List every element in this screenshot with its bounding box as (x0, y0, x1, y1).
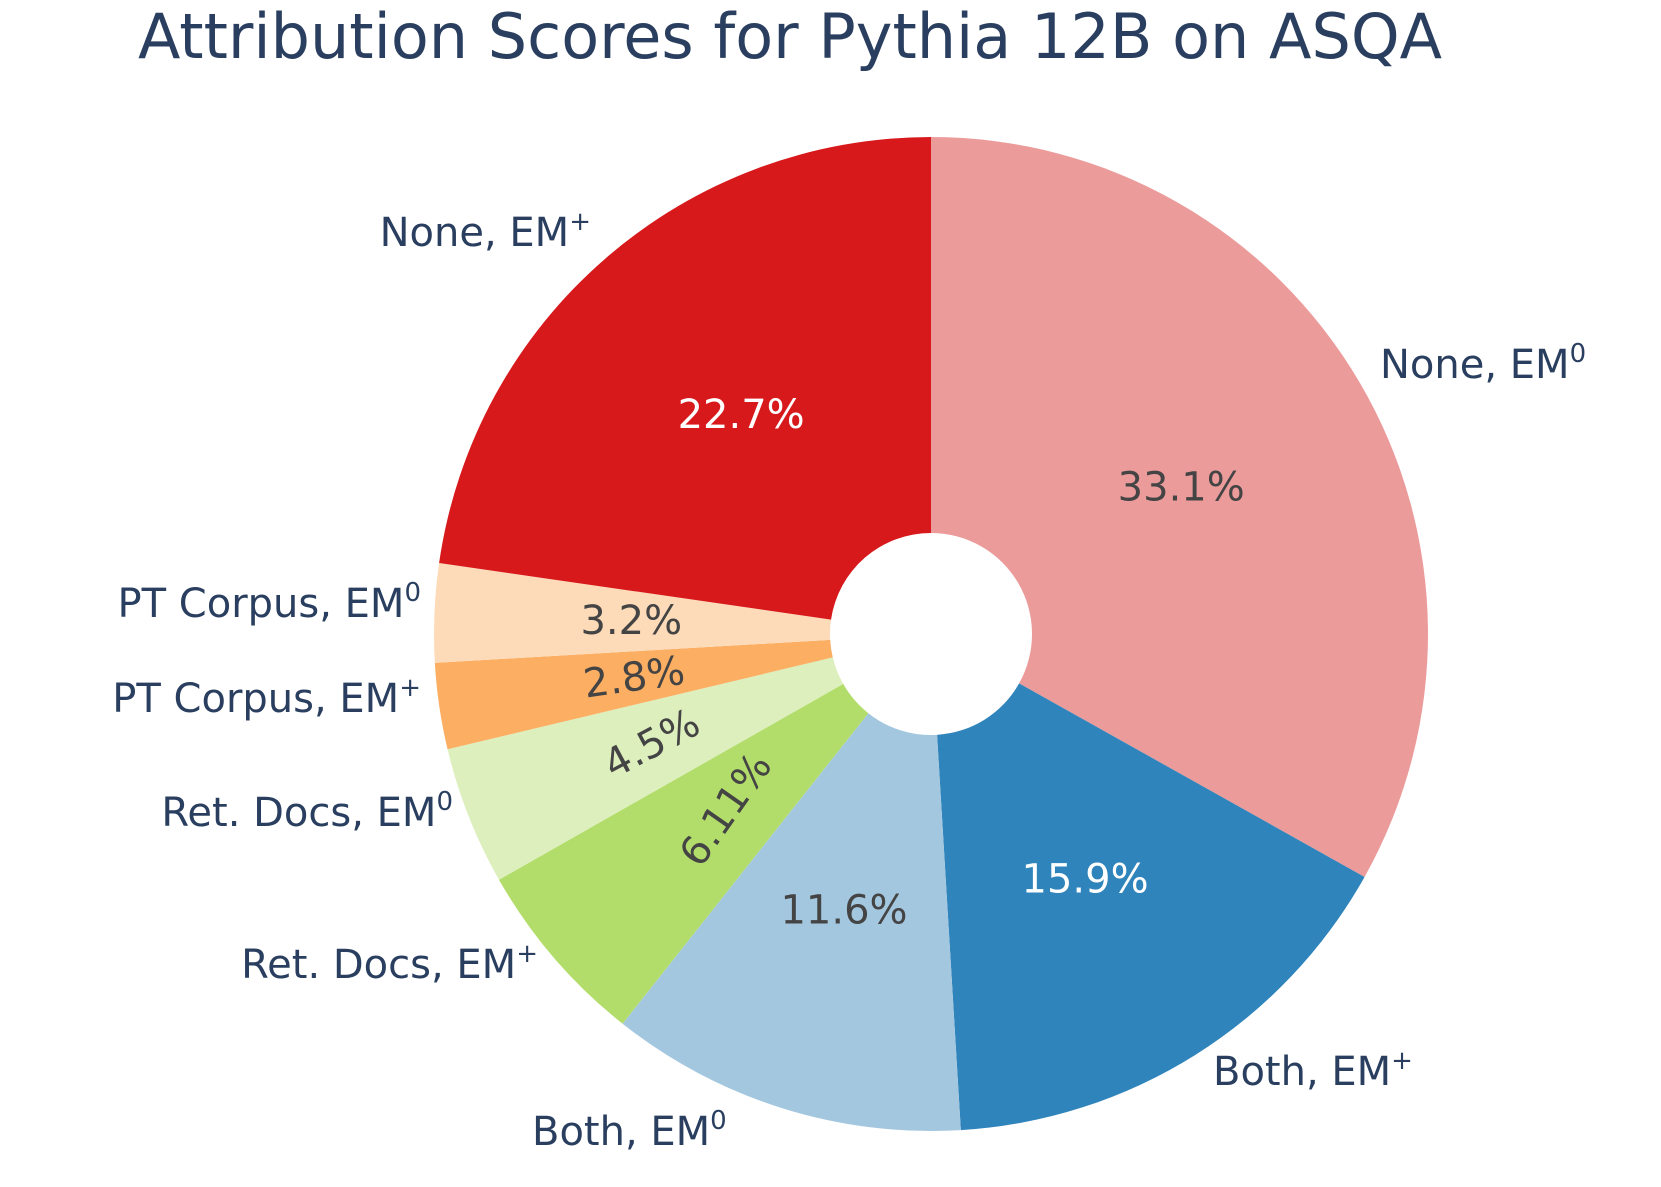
category-label-superscript: 0 (1570, 339, 1587, 369)
category-label: Both, EM+ (1213, 1046, 1413, 1095)
slice-both-em-plus (937, 683, 1365, 1131)
slice-ret-docs-em-zero (447, 657, 844, 880)
category-label-text: None, EM (1380, 342, 1570, 388)
category-label-text: None, EM (380, 210, 570, 256)
slice-none-em-plus (439, 137, 931, 620)
chart-title: Attribution Scores for Pythia 12B on ASQ… (138, 0, 1442, 73)
category-label: None, EM0 (1380, 339, 1586, 388)
pie-slices (434, 137, 1428, 1131)
category-label-superscript: + (399, 673, 421, 703)
category-label: Ret. Docs, EM0 (161, 787, 453, 836)
slice-pt-corpus-em-plus (434, 639, 833, 750)
percent-label: 3.2% (580, 598, 682, 644)
category-label: Both, EM0 (532, 1106, 727, 1155)
category-label-superscript: + (1391, 1046, 1413, 1076)
percent-label: 11.6% (780, 888, 907, 934)
category-label-superscript: + (569, 207, 591, 237)
category-label-text: Ret. Docs, EM (241, 942, 516, 988)
percent-label: 15.9% (1022, 857, 1149, 903)
category-label-superscript: 0 (710, 1106, 727, 1136)
slice-both-em-zero (622, 713, 961, 1131)
category-label-superscript: 0 (404, 578, 421, 608)
category-label-text: Both, EM (1213, 1049, 1391, 1095)
category-label: PT Corpus, EM0 (118, 578, 421, 627)
category-label-text: PT Corpus, EM (118, 581, 405, 627)
category-label-superscript: 0 (436, 787, 453, 817)
category-label: PT Corpus, EM+ (112, 673, 421, 722)
slice-pt-corpus-em-zero (434, 563, 832, 663)
percent-label: 22.7% (678, 392, 805, 438)
category-label: Ret. Docs, EM+ (241, 939, 538, 988)
category-label-text: Both, EM (532, 1109, 710, 1155)
category-label-superscript: + (516, 939, 538, 969)
percent-label: 33.1% (1118, 464, 1245, 510)
category-label-text: Ret. Docs, EM (161, 790, 436, 836)
category-label: None, EM+ (380, 207, 591, 256)
slice-ret-docs-em-plus (498, 683, 869, 1024)
slice-none-em-zero (931, 137, 1428, 877)
category-label-text: PT Corpus, EM (112, 676, 399, 722)
